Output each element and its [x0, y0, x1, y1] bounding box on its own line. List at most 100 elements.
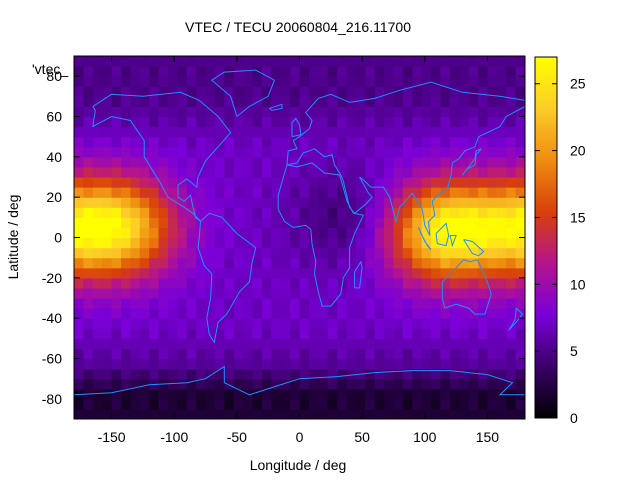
- heatmap-cell: [449, 398, 460, 410]
- heatmap-cell: [83, 328, 94, 339]
- heatmap-cell: [233, 177, 244, 188]
- heatmap-cell: [261, 328, 272, 339]
- heatmap-cell: [102, 277, 113, 289]
- heatmap-cell: [290, 378, 301, 390]
- heatmap-cell: [515, 227, 525, 239]
- heatmap-cell: [74, 166, 84, 178]
- colorbar-tick-label: 25: [570, 76, 586, 92]
- heatmap-cell: [233, 126, 244, 138]
- heatmap-cell: [487, 116, 498, 128]
- heatmap-cell: [167, 116, 178, 128]
- heatmap-cell: [506, 277, 517, 289]
- coastline-segment: [291, 117, 302, 138]
- heatmap-cell: [402, 86, 413, 97]
- heatmap-cell: [120, 358, 131, 370]
- heatmap-cell: [421, 257, 432, 269]
- heatmap-cell: [478, 318, 489, 329]
- heatmap-cell: [139, 96, 150, 108]
- heatmap-cell: [431, 197, 442, 208]
- heatmap-cell: [327, 338, 338, 350]
- heatmap-cell: [205, 368, 216, 380]
- heatmap-cell: [506, 368, 517, 380]
- heatmap-cell: [515, 56, 525, 67]
- heatmap-cell: [271, 378, 282, 390]
- heatmap-cell: [412, 166, 423, 178]
- heatmap-cell: [271, 338, 282, 350]
- heatmap-cell: [261, 187, 272, 198]
- heatmap-cell: [130, 408, 141, 419]
- heatmap-cell: [252, 86, 263, 97]
- heatmap-cell: [355, 146, 366, 158]
- heatmap-cell: [496, 146, 507, 158]
- heatmap-cell: [337, 398, 348, 410]
- heatmap-cell: [337, 66, 348, 77]
- heatmap-cell: [92, 267, 103, 279]
- heatmap-cell: [252, 227, 263, 239]
- heatmap-cell: [506, 328, 517, 339]
- heatmap-cell: [299, 116, 310, 128]
- heatmap-cell: [271, 408, 282, 419]
- heatmap-cell: [337, 318, 348, 329]
- heatmap-cell: [271, 66, 282, 77]
- heatmap-cell: [393, 338, 404, 350]
- heatmap-cell: [374, 146, 385, 158]
- heatmap-cell: [402, 388, 413, 400]
- heatmap-cell: [506, 267, 517, 279]
- coastline-segment: [508, 307, 524, 331]
- heatmap-cell: [92, 298, 103, 309]
- heatmap-cell: [299, 177, 310, 188]
- heatmap-cell: [139, 348, 150, 360]
- heatmap-cell: [337, 408, 348, 419]
- heatmap-cell: [261, 197, 272, 208]
- heatmap-cell: [120, 338, 131, 350]
- heatmap-cell: [487, 267, 498, 279]
- heatmap-cell: [299, 257, 310, 269]
- heatmap-cell: [111, 237, 122, 249]
- heatmap-cell: [478, 398, 489, 410]
- heatmap-cell: [308, 328, 319, 339]
- heatmap-cell: [214, 116, 225, 128]
- heatmap-cell: [515, 328, 525, 339]
- heatmap-cell: [318, 257, 329, 269]
- heatmap-cell: [92, 66, 103, 77]
- heatmap-cell: [299, 388, 310, 400]
- heatmap-cell: [177, 277, 188, 289]
- heatmap-cell: [92, 217, 103, 229]
- heatmap-cell: [130, 126, 141, 138]
- heatmap-cell: [431, 76, 442, 87]
- heatmap-cell: [158, 187, 169, 198]
- heatmap-cell: [205, 358, 216, 370]
- heatmap-cell: [290, 207, 301, 218]
- heatmap-cell: [111, 287, 122, 299]
- coastline-segment: [449, 235, 457, 248]
- heatmap-cell: [412, 287, 423, 299]
- heatmap-cell: [233, 146, 244, 158]
- heatmap-cell: [167, 398, 178, 410]
- heatmap-cell: [431, 388, 442, 400]
- heatmap-cell: [271, 257, 282, 269]
- heatmap-cell: [355, 338, 366, 350]
- heatmap-cell: [327, 187, 338, 198]
- heatmap-cell: [327, 56, 338, 67]
- heatmap-cell: [299, 267, 310, 279]
- heatmap-cell: [92, 116, 103, 128]
- heatmap-cell: [149, 408, 160, 419]
- heatmap-cell: [111, 358, 122, 370]
- heatmap-cell: [167, 177, 178, 188]
- heatmap-cell: [83, 116, 94, 128]
- heatmap-cell: [139, 207, 150, 218]
- heatmap-cell: [205, 227, 216, 239]
- heatmap-cell: [440, 308, 451, 319]
- heatmap-cell: [149, 126, 160, 138]
- heatmap-cell: [487, 56, 498, 67]
- heatmap-cell: [83, 86, 94, 97]
- heatmap-cell: [139, 257, 150, 269]
- heatmap-cell: [233, 227, 244, 239]
- heatmap-cell: [158, 247, 169, 259]
- heatmap-cell: [167, 328, 178, 339]
- heatmap-cell: [74, 308, 84, 319]
- heatmap-cell: [252, 76, 263, 87]
